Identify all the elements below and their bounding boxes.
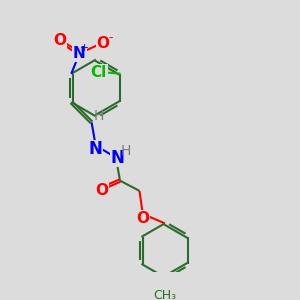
Text: O: O bbox=[136, 211, 149, 226]
Text: -: - bbox=[108, 31, 113, 44]
Text: Cl: Cl bbox=[91, 65, 107, 80]
Text: N: N bbox=[110, 148, 124, 166]
Text: H: H bbox=[94, 110, 104, 124]
Text: O: O bbox=[96, 36, 110, 51]
Text: O: O bbox=[53, 33, 66, 48]
Text: N: N bbox=[73, 46, 86, 61]
Text: N: N bbox=[89, 140, 103, 158]
Text: O: O bbox=[95, 183, 108, 198]
Text: H: H bbox=[120, 144, 130, 158]
Text: +: + bbox=[80, 43, 89, 53]
Text: CH₃: CH₃ bbox=[153, 289, 176, 300]
